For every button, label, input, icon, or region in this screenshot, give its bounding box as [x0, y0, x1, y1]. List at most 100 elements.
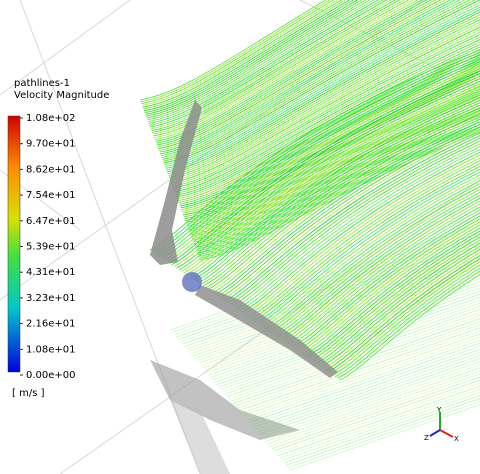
- pathline: [282, 200, 480, 341]
- pathline: [193, 109, 480, 245]
- pathline: [152, 0, 401, 133]
- pathline: [170, 24, 480, 182]
- pathline: [226, 309, 480, 397]
- pathline: [188, 91, 480, 277]
- pathline: [193, 107, 480, 243]
- legend-tick-label: 9.70e+01: [26, 139, 76, 150]
- pathline: [206, 278, 480, 374]
- legend-unit: [ m/s ]: [12, 388, 45, 399]
- pathline: [208, 281, 480, 376]
- pathline: [197, 102, 480, 284]
- pathline: [233, 143, 480, 308]
- pathline: [164, 4, 480, 167]
- pathline: [289, 404, 480, 471]
- pathline: [250, 163, 480, 320]
- pathline: [232, 318, 480, 404]
- pathline: [151, 0, 397, 131]
- pathline: [143, 0, 347, 110]
- pathline: [222, 302, 480, 393]
- pathline: [190, 94, 480, 279]
- pathline: [175, 43, 480, 196]
- pathline: [332, 264, 480, 376]
- legend-tick-label: 0.00e+00: [26, 370, 76, 381]
- legend-tick-label: 1.08e+02: [26, 113, 76, 124]
- pathline: [318, 245, 480, 366]
- pathline: [287, 401, 480, 469]
- pathline: [184, 75, 480, 220]
- pathline: [198, 266, 480, 364]
- pathline: [269, 373, 480, 447]
- pathline: [298, 221, 480, 353]
- pathline: [245, 336, 480, 419]
- legend-title: pathlines-1: [14, 78, 70, 89]
- pathline: [270, 186, 480, 333]
- pathline: [267, 370, 480, 445]
- pathline: [194, 259, 480, 359]
- pathline: [308, 233, 480, 359]
- pathline: [173, 229, 480, 336]
- pathline: [253, 166, 480, 322]
- pathline: [142, 0, 343, 108]
- pathline: [172, 34, 480, 189]
- pathline: [182, 241, 480, 345]
- pathline: [154, 0, 414, 139]
- pathline: [272, 188, 480, 335]
- pathline: [216, 293, 480, 385]
- pathline: [284, 203, 480, 343]
- pathline: [168, 19, 480, 178]
- legend-tick-label: 8.62e+01: [26, 164, 76, 175]
- pathline: [277, 194, 480, 338]
- pathline: [166, 9, 480, 171]
- pathline: [140, 0, 331, 103]
- pathline: [238, 149, 480, 312]
- pathline: [273, 379, 480, 452]
- pathline: [296, 218, 480, 351]
- wing: [150, 100, 338, 378]
- legend-tick-label: 6.47e+01: [26, 216, 76, 227]
- pathline: [327, 258, 480, 373]
- pathline: [150, 0, 388, 128]
- pathline: [174, 39, 480, 193]
- pathline: [241, 151, 480, 313]
- pathline: [141, 0, 339, 106]
- pathline: [210, 284, 480, 378]
- pathline: [193, 97, 480, 280]
- pathline: [189, 95, 480, 234]
- pathline: [229, 137, 480, 305]
- pathline: [265, 180, 480, 330]
- pathline: [145, 0, 359, 115]
- pathline: [148, 0, 375, 122]
- legend-tick-label: 3.23e+01: [26, 293, 76, 304]
- pathline: [260, 174, 480, 327]
- pathline: [177, 51, 480, 202]
- pathline: [224, 132, 480, 302]
- pathline: [192, 256, 480, 357]
- pathline: [182, 68, 480, 214]
- pathline: [209, 115, 480, 292]
- pathline: [181, 66, 480, 212]
- pathline: [156, 0, 428, 144]
- pathline: [171, 29, 480, 185]
- pathline: [212, 287, 480, 381]
- pathline: [141, 0, 335, 104]
- pathline: [234, 321, 480, 407]
- pathline: [330, 261, 480, 374]
- pathline: [218, 296, 480, 388]
- pathline: [180, 238, 480, 343]
- pathline: [170, 26, 480, 184]
- pathline: [289, 209, 480, 346]
- pathline: [303, 227, 480, 356]
- pathline: [236, 324, 480, 409]
- pathline: [197, 123, 480, 256]
- pathline: [184, 244, 480, 347]
- pathline: [262, 177, 480, 328]
- pathline: [239, 327, 480, 412]
- pathline: [152, 0, 405, 135]
- pathline: [178, 53, 480, 203]
- pathline: [246, 157, 480, 317]
- pathline: [171, 226, 480, 333]
- pathline: [274, 191, 480, 336]
- pathline: [190, 253, 480, 355]
- pathline: [157, 57, 480, 256]
